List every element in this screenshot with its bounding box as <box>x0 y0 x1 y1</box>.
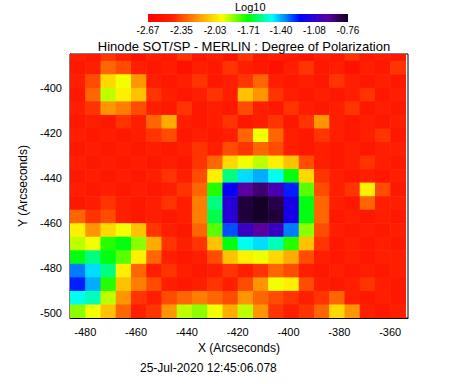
svg-text:-1.40: -1.40 <box>270 25 293 36</box>
svg-text:-360: -360 <box>379 326 401 338</box>
svg-text:-2.35: -2.35 <box>170 25 193 36</box>
svg-text:Y (Arcseconds): Y (Arcseconds) <box>16 145 30 227</box>
svg-text:-440: -440 <box>176 326 198 338</box>
svg-text:-2.67: -2.67 <box>137 25 160 36</box>
svg-text:25-Jul-2020 12:45:06.078: 25-Jul-2020 12:45:06.078 <box>140 361 277 375</box>
svg-text:-480: -480 <box>74 326 96 338</box>
svg-text:-480: -480 <box>40 262 62 274</box>
svg-text:-1.08: -1.08 <box>303 25 326 36</box>
svg-text:-400: -400 <box>40 82 62 94</box>
svg-text:-460: -460 <box>125 326 147 338</box>
svg-text:X (Arcseconds): X (Arcseconds) <box>198 341 280 355</box>
svg-text:-420: -420 <box>40 127 62 139</box>
svg-text:-400: -400 <box>278 326 300 338</box>
svg-text:-440: -440 <box>40 172 62 184</box>
svg-text:Log10: Log10 <box>235 1 266 13</box>
svg-text:-2.03: -2.03 <box>204 25 227 36</box>
svg-text:-1.71: -1.71 <box>237 25 260 36</box>
svg-text:-500: -500 <box>40 307 62 319</box>
svg-text:Hinode SOT/SP - MERLIN : Degre: Hinode SOT/SP - MERLIN : Degree of Polar… <box>98 39 390 54</box>
svg-text:-380: -380 <box>328 326 350 338</box>
svg-text:-0.76: -0.76 <box>337 25 360 36</box>
svg-text:-420: -420 <box>227 326 249 338</box>
svg-text:-460: -460 <box>40 217 62 229</box>
